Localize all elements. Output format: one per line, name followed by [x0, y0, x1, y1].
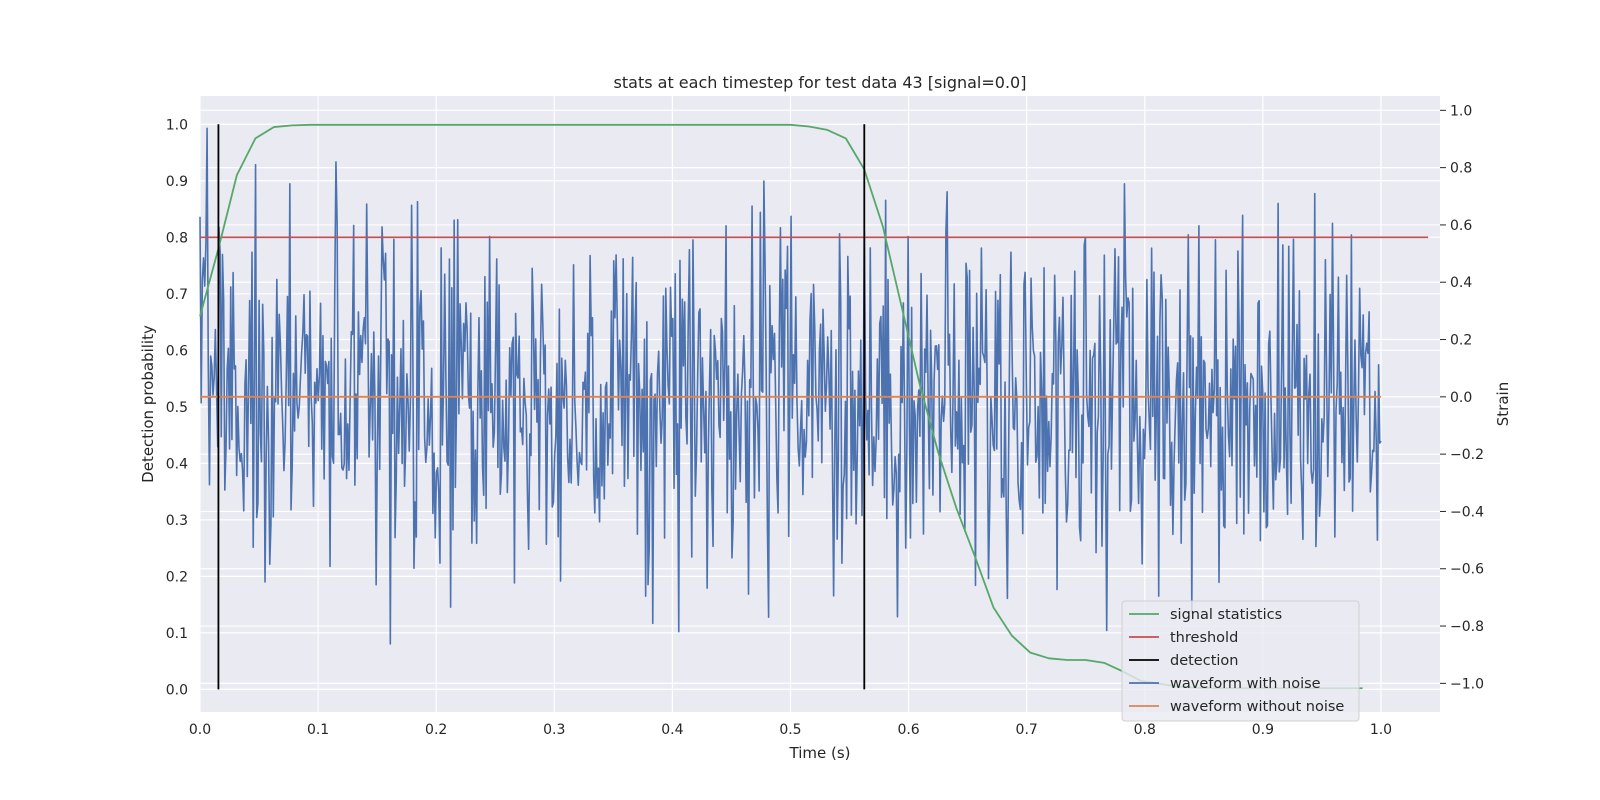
y-tick-label: 0.2	[166, 569, 188, 585]
legend: signal statistics threshold detection wa…	[1121, 600, 1360, 722]
x-tick-label: 0.5	[779, 722, 801, 738]
y-tick-label: 0.1	[166, 626, 188, 642]
y-tick-label: 0.5	[166, 400, 188, 416]
legend-box	[1121, 600, 1360, 722]
legend-label-waveform-with-noise: waveform with noise	[1170, 676, 1321, 692]
axes: 0.0 0.1 0.2 0.3 0.4 0.5 0.6 0.7 0.8 0.9 1.0 0.0 0.1 0…	[166, 103, 1484, 738]
y-right-tick-label: 0.4	[1450, 275, 1472, 291]
y-right-tick-label: −0.6	[1450, 562, 1484, 578]
y-right-tick-label: −0.4	[1450, 504, 1484, 520]
x-tick-label: 0.3	[543, 722, 565, 738]
x-tick-label: 1.0	[1370, 722, 1392, 738]
y-tick-label: 0.8	[166, 230, 188, 246]
y-tick-label: 0.3	[166, 513, 188, 529]
y-tick-label: 0.7	[166, 287, 188, 303]
y-tick-label: 0.6	[166, 343, 188, 359]
x-tick-label: 0.9	[1252, 722, 1274, 738]
series-layer	[199, 123, 1429, 690]
y-tick-label: 0.4	[166, 456, 188, 472]
y-right-tick-label: 0.0	[1450, 390, 1472, 406]
legend-label-detection: detection	[1170, 653, 1238, 669]
x-tick-label: 0.2	[425, 722, 447, 738]
x-tick-label: 0.6	[897, 722, 919, 738]
y-right-tick-label: −1.0	[1450, 676, 1484, 692]
x-tick-label: 0.7	[1016, 722, 1038, 738]
x-tick-label: 0.1	[307, 722, 329, 738]
x-tick-label: 0.0	[189, 722, 211, 738]
y-tick-label: 0.9	[166, 174, 188, 190]
x-axis-label: Time (s)	[789, 744, 851, 762]
legend-label-threshold: threshold	[1170, 630, 1238, 646]
chart-title: stats at each timestep for test data 43 …	[614, 73, 1027, 92]
y-tick-label: 1.0	[166, 117, 188, 133]
y-right-tick-label: 1.0	[1450, 103, 1472, 119]
y-axis-right-label: Strain	[1494, 382, 1512, 426]
y-right-tick-label: 0.2	[1450, 333, 1472, 349]
series-waveform-with-noise	[199, 127, 1382, 645]
y-right-tick-label: −0.2	[1450, 447, 1484, 463]
y-axis-label: Detection probability	[139, 325, 157, 483]
y-right-tick-label: −0.8	[1450, 619, 1484, 635]
y-tick-label: 0.0	[166, 682, 188, 698]
x-tick-label: 0.8	[1134, 722, 1156, 738]
legend-label-waveform-without-noise: waveform without noise	[1170, 699, 1344, 715]
y-right-tick-label: 0.8	[1450, 161, 1472, 177]
y-right-tick-label: 0.6	[1450, 218, 1472, 234]
x-tick-label: 0.4	[661, 722, 683, 738]
legend-label-signal-statistics: signal statistics	[1170, 607, 1282, 623]
